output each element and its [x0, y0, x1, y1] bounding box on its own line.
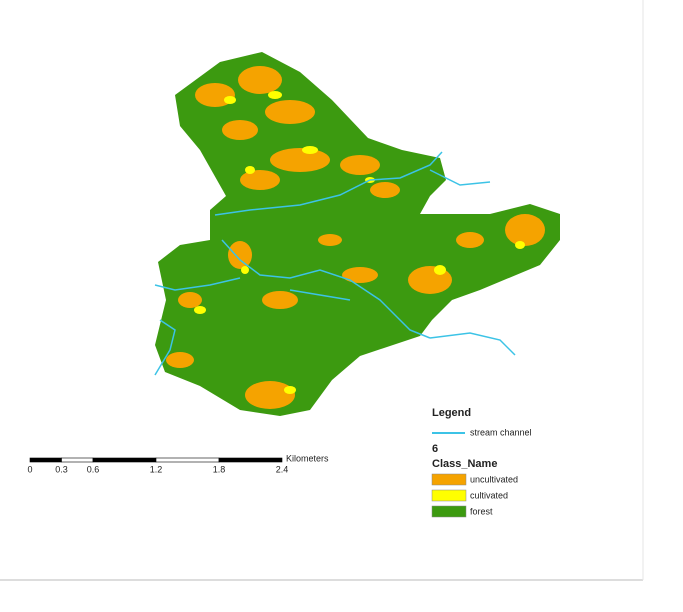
scale-segment	[218, 457, 283, 463]
scale-segment	[155, 457, 220, 463]
scale-segment	[92, 457, 157, 463]
legend-field: Class_Name	[432, 458, 497, 470]
scale-label: 0.3	[55, 464, 68, 474]
stream-channels	[154, 151, 516, 376]
scale-label: 0.6	[87, 464, 100, 474]
scale-label: 1.2	[150, 464, 163, 474]
legend-label: forest	[470, 506, 493, 516]
scale-label: 0	[27, 464, 32, 474]
watershed	[154, 52, 560, 416]
uncultivated-patches	[166, 66, 545, 409]
legend-label: cultivated	[470, 490, 508, 500]
scale-segment	[61, 457, 94, 463]
scale-segment	[29, 457, 62, 463]
forest-area	[155, 52, 560, 416]
scale-unit: Kilometers	[286, 453, 329, 463]
legend-title: Legend	[432, 407, 471, 419]
legend-swatch	[431, 473, 467, 486]
legend-swatch	[431, 489, 467, 502]
legend-swatch	[431, 505, 467, 518]
legend-layer: 6	[432, 443, 438, 455]
legend-label: stream channel	[470, 427, 532, 437]
scale-label: 1.8	[213, 464, 226, 474]
legend-label: uncultivated	[470, 474, 518, 484]
scale-label: 2.4	[276, 464, 289, 474]
cultivated-patches	[194, 91, 525, 394]
